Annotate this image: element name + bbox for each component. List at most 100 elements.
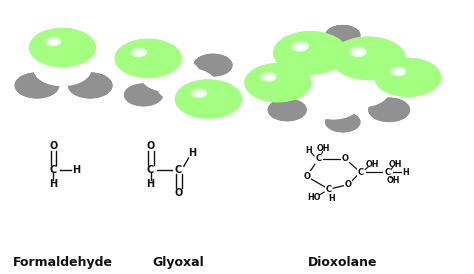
Text: Glyoxal: Glyoxal xyxy=(153,256,204,269)
Circle shape xyxy=(274,102,296,115)
Circle shape xyxy=(280,35,336,68)
Circle shape xyxy=(392,68,414,81)
Circle shape xyxy=(314,68,321,72)
Circle shape xyxy=(392,68,405,75)
Circle shape xyxy=(117,40,177,75)
Circle shape xyxy=(338,78,381,102)
Circle shape xyxy=(53,64,64,70)
Circle shape xyxy=(348,47,379,65)
Circle shape xyxy=(176,80,239,117)
Circle shape xyxy=(178,81,236,115)
Circle shape xyxy=(387,65,420,85)
Circle shape xyxy=(127,46,162,67)
Circle shape xyxy=(125,45,164,68)
Circle shape xyxy=(72,75,105,94)
Circle shape xyxy=(123,44,168,70)
Circle shape xyxy=(326,25,359,45)
Circle shape xyxy=(374,101,401,117)
Circle shape xyxy=(128,47,161,66)
Circle shape xyxy=(45,37,62,47)
Circle shape xyxy=(273,102,298,116)
Circle shape xyxy=(35,31,86,61)
Circle shape xyxy=(335,117,346,124)
Text: H: H xyxy=(402,168,409,177)
Circle shape xyxy=(137,91,145,96)
Circle shape xyxy=(251,67,301,96)
Text: C: C xyxy=(50,165,57,175)
Circle shape xyxy=(115,39,181,78)
Circle shape xyxy=(352,85,357,88)
Circle shape xyxy=(131,48,156,63)
Circle shape xyxy=(252,68,299,95)
Circle shape xyxy=(39,56,82,81)
Circle shape xyxy=(134,89,148,98)
Circle shape xyxy=(32,30,90,64)
Circle shape xyxy=(328,113,356,130)
Circle shape xyxy=(334,38,400,77)
Circle shape xyxy=(118,41,176,75)
Circle shape xyxy=(169,75,197,92)
Circle shape xyxy=(125,44,165,68)
Circle shape xyxy=(394,69,404,75)
Circle shape xyxy=(306,64,337,82)
Circle shape xyxy=(34,31,88,62)
Circle shape xyxy=(45,59,73,76)
Circle shape xyxy=(383,63,426,88)
Circle shape xyxy=(276,33,342,72)
Circle shape xyxy=(175,79,242,119)
Circle shape xyxy=(37,54,85,83)
Circle shape xyxy=(333,38,402,78)
Circle shape xyxy=(318,95,344,111)
Circle shape xyxy=(378,103,395,113)
Circle shape xyxy=(116,39,180,77)
Circle shape xyxy=(143,59,195,89)
Circle shape xyxy=(375,58,439,96)
Circle shape xyxy=(338,77,382,103)
Circle shape xyxy=(389,66,419,84)
Circle shape xyxy=(118,41,175,74)
Circle shape xyxy=(74,76,102,93)
Circle shape xyxy=(139,53,141,54)
Circle shape xyxy=(128,86,156,102)
Circle shape xyxy=(309,66,332,79)
Circle shape xyxy=(264,75,282,85)
Circle shape xyxy=(270,100,302,119)
Circle shape xyxy=(146,60,190,86)
Circle shape xyxy=(201,58,221,70)
Circle shape xyxy=(374,58,441,97)
Circle shape xyxy=(308,65,334,80)
Circle shape xyxy=(309,90,358,119)
Circle shape xyxy=(146,61,189,85)
Circle shape xyxy=(372,100,403,118)
Circle shape xyxy=(326,112,359,132)
Circle shape xyxy=(273,102,297,116)
Circle shape xyxy=(378,60,435,93)
Circle shape xyxy=(335,39,398,76)
Circle shape xyxy=(335,75,387,106)
Circle shape xyxy=(122,43,170,71)
Circle shape xyxy=(39,34,79,57)
Circle shape xyxy=(340,42,390,71)
Circle shape xyxy=(174,78,183,83)
Text: O: O xyxy=(342,154,349,163)
Circle shape xyxy=(194,90,205,97)
Circle shape xyxy=(33,30,89,63)
Circle shape xyxy=(334,30,347,38)
Circle shape xyxy=(37,33,82,59)
Circle shape xyxy=(32,30,91,64)
Circle shape xyxy=(25,78,44,89)
Circle shape xyxy=(380,104,393,112)
Circle shape xyxy=(34,31,87,62)
Circle shape xyxy=(19,75,52,94)
Circle shape xyxy=(199,57,224,72)
Circle shape xyxy=(354,50,364,55)
Circle shape xyxy=(313,67,321,73)
Circle shape xyxy=(78,78,97,89)
Circle shape xyxy=(269,99,304,120)
Circle shape xyxy=(47,38,69,51)
Circle shape xyxy=(326,100,329,101)
Circle shape xyxy=(342,43,388,70)
Circle shape xyxy=(301,47,303,48)
Circle shape xyxy=(289,40,323,60)
Circle shape xyxy=(337,77,383,104)
